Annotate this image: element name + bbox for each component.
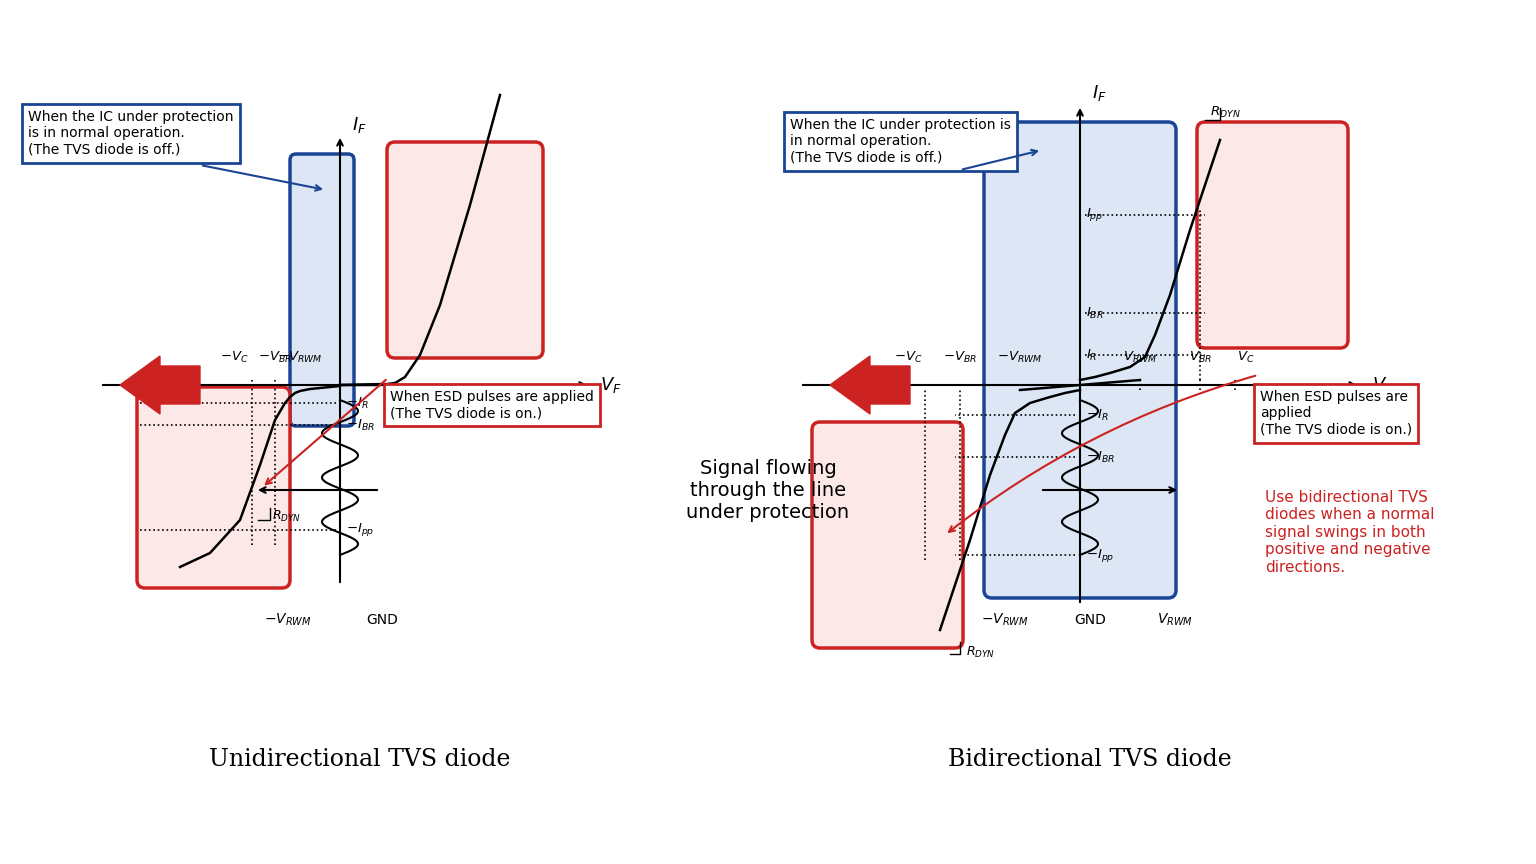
Text: $I_F$: $I_F$ [1092,83,1107,103]
Text: When the IC under protection
is in normal operation.
(The TVS diode is off.): When the IC under protection is in norma… [28,110,233,156]
FancyArrow shape [829,356,909,414]
Text: $-V_C$: $-V_C$ [220,350,249,365]
Text: $I_F$: $I_F$ [352,115,367,135]
Text: Use bidirectional TVS
diodes when a normal
signal swings in both
positive and ne: Use bidirectional TVS diodes when a norm… [1266,490,1435,575]
Text: $-I_R$: $-I_R$ [346,396,369,410]
FancyBboxPatch shape [813,422,963,648]
FancyBboxPatch shape [1197,122,1349,348]
Text: Bidirectional TVS diode: Bidirectional TVS diode [948,748,1232,772]
Text: $I_R$: $I_R$ [1086,347,1097,363]
Text: When ESD pulses are
applied
(The TVS diode is on.): When ESD pulses are applied (The TVS dio… [1260,390,1412,436]
FancyBboxPatch shape [290,154,353,426]
Text: $V_F$: $V_F$ [1372,375,1393,395]
FancyBboxPatch shape [387,142,544,358]
Text: $-V_{BR}$: $-V_{BR}$ [943,350,977,365]
FancyBboxPatch shape [137,387,290,588]
Text: $-I_R$: $-I_R$ [1086,408,1109,422]
Text: $V_F$: $V_F$ [601,375,622,395]
Text: When ESD pulses are applied
(The TVS diode is on.): When ESD pulses are applied (The TVS dio… [390,390,594,420]
Text: $-V_{RWM}$: $-V_{RWM}$ [276,350,323,365]
Text: Signal flowing
through the line
under protection: Signal flowing through the line under pr… [687,459,849,522]
Text: $V_C$: $V_C$ [1236,350,1255,365]
Text: $-V_{BR}$: $-V_{BR}$ [258,350,292,365]
Text: GND: GND [1074,613,1106,627]
Text: $-I_{BR}$: $-I_{BR}$ [346,417,375,433]
Text: $I_{pp}$: $I_{pp}$ [1086,206,1103,224]
Text: $-V_{RWM}$: $-V_{RWM}$ [264,612,312,628]
Text: $-V_{RWM}$: $-V_{RWM}$ [997,350,1043,365]
FancyArrow shape [120,356,200,414]
Text: $-V_C$: $-V_C$ [894,350,923,365]
Text: $V_{RWM}$: $V_{RWM}$ [1157,612,1193,628]
Text: GND: GND [366,613,398,627]
Text: $-I_{BR}$: $-I_{BR}$ [1086,449,1115,465]
Text: $V_{RWM}$: $V_{RWM}$ [1123,350,1157,365]
Text: $R_{DYN}$: $R_{DYN}$ [1210,105,1241,119]
Text: $R_{DYN}$: $R_{DYN}$ [272,508,301,524]
Text: $R_{DYN}$: $R_{DYN}$ [966,645,995,659]
Text: $V_{BR}$: $V_{BR}$ [1189,350,1212,365]
FancyBboxPatch shape [985,122,1177,598]
Text: When the IC under protection is
in normal operation.
(The TVS diode is off.): When the IC under protection is in norma… [790,118,1011,164]
Text: $-I_{pp}$: $-I_{pp}$ [346,522,375,538]
Text: $I_{BR}$: $I_{BR}$ [1086,306,1104,321]
Text: Unidirectional TVS diode: Unidirectional TVS diode [209,748,511,772]
Text: $-V_{RWM}$: $-V_{RWM}$ [982,612,1029,628]
Text: $-I_{pp}$: $-I_{pp}$ [1086,547,1114,563]
